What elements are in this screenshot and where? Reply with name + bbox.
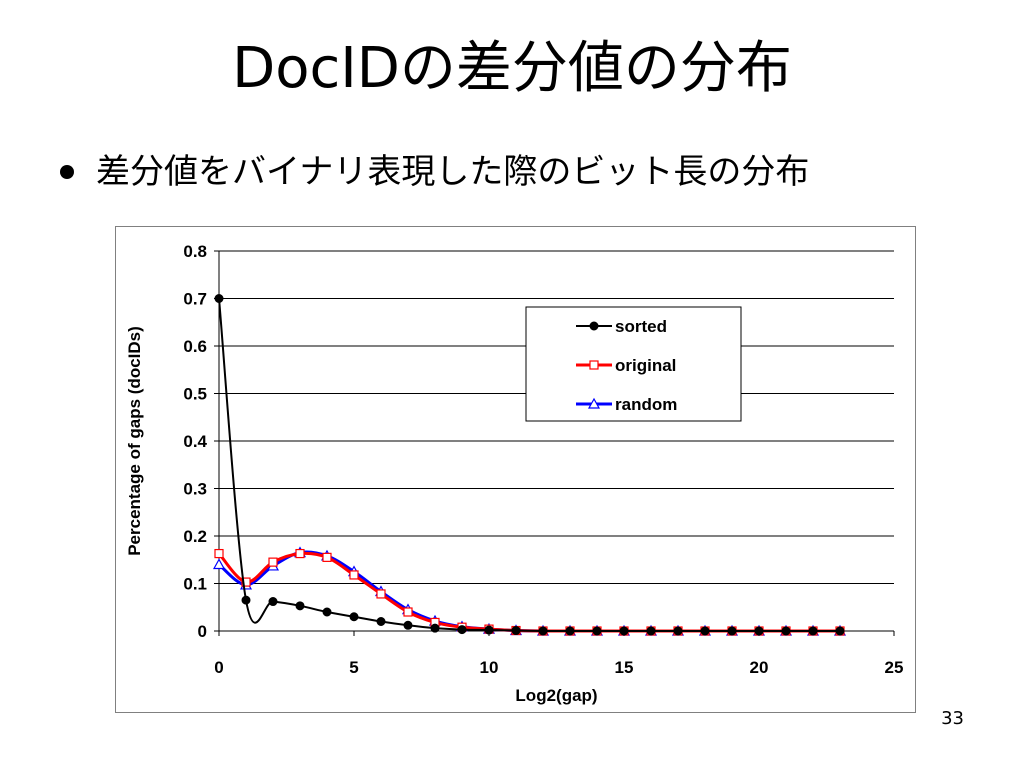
data-point-original (403, 607, 413, 617)
data-point-sorted (403, 620, 413, 630)
legend-label-original: original (615, 356, 676, 375)
y-tick-label: 0.5 (183, 385, 207, 404)
x-tick-label: 20 (750, 658, 769, 677)
data-point-sorted (484, 625, 494, 635)
y-tick-labels: 0 0.1 0.2 0.3 0.4 0.5 0.6 0.7 0.8 (183, 242, 207, 641)
legend-marker-sorted (589, 321, 599, 331)
y-tick-label: 0.7 (183, 290, 207, 309)
series-line-original (217, 551, 840, 633)
y-tick-label: 0.8 (183, 242, 207, 261)
legend: sorted original random (525, 306, 742, 422)
data-point-sorted (538, 626, 548, 636)
data-point-original (349, 570, 359, 580)
data-point-sorted (754, 626, 764, 636)
data-point-sorted (592, 626, 602, 636)
x-tick-label: 10 (480, 658, 499, 677)
data-point-sorted (214, 294, 224, 303)
data-point-sorted (619, 626, 629, 636)
data-point-sorted (322, 607, 332, 617)
data-point-original (241, 577, 251, 587)
data-point-sorted (835, 626, 845, 636)
legend-box (525, 306, 742, 422)
data-point-original (322, 552, 332, 562)
bullet-item: 差分値をバイナリ表現した際のビット長の分布 (60, 152, 809, 193)
y-tick-label: 0 (198, 622, 207, 641)
data-point-original (376, 589, 386, 599)
data-point-sorted (673, 626, 683, 636)
legend-label-random: random (615, 395, 677, 414)
y-tick-label: 0.6 (183, 337, 207, 356)
x-tick-label: 25 (885, 658, 904, 677)
data-point-sorted (646, 626, 656, 636)
series-line-random (218, 550, 840, 633)
data-point-sorted (727, 626, 737, 636)
x-tick-label: 15 (615, 658, 634, 677)
data-point-sorted (700, 626, 710, 636)
x-tick-label: 0 (214, 658, 223, 677)
x-axis-title: Log2(gap) (515, 686, 597, 705)
bullet-text: 差分値をバイナリ表現した際のビット長の分布 (96, 152, 810, 192)
x-tick-labels: 0 5 10 15 20 25 (214, 658, 903, 677)
data-point-sorted (781, 626, 791, 636)
series-original (214, 548, 845, 636)
chart-frame: 0 0.1 0.2 0.3 0.4 0.5 0.6 0.7 0.8 0 5 10 15 20 25 Log… (115, 226, 916, 713)
slide-title: DocIDの差分値の分布 (232, 36, 792, 101)
y-tick-label: 0.2 (183, 527, 207, 546)
series-random (212, 546, 847, 636)
data-point-sorted (268, 597, 278, 607)
data-point-sorted (511, 626, 521, 636)
y-tick-label: 0.3 (183, 480, 207, 499)
data-point-sorted (565, 626, 575, 636)
series-sorted (214, 294, 845, 636)
page-number: 33 (941, 708, 964, 729)
data-point-sorted (349, 612, 359, 622)
data-point-sorted (430, 623, 440, 633)
data-point-original (268, 557, 278, 567)
data-point-sorted (457, 625, 467, 635)
data-point-sorted (808, 626, 818, 636)
legend-item-random: random (576, 395, 677, 414)
y-tick-label: 0.4 (183, 432, 207, 451)
y-tick-label: 0.1 (183, 575, 207, 594)
legend-marker-random (587, 397, 601, 409)
data-point-random (212, 558, 226, 570)
legend-item-sorted: sorted (576, 317, 667, 336)
data-point-sorted (295, 601, 305, 611)
data-point-sorted (241, 595, 251, 605)
data-point-sorted (376, 617, 386, 626)
legend-item-original: original (576, 356, 676, 375)
series-layer (212, 294, 847, 636)
data-point-original (214, 548, 224, 559)
data-point-original (295, 548, 305, 559)
y-axis-title: Percentage of gaps (docIDs) (125, 326, 144, 556)
bullet-dot (60, 165, 74, 180)
legend-label-sorted: sorted (615, 317, 667, 336)
legend-marker-original (589, 360, 599, 370)
chart-svg: 0 0.1 0.2 0.3 0.4 0.5 0.6 0.7 0.8 0 5 10 15 20 25 Log… (125, 242, 903, 705)
x-tick-label: 5 (349, 658, 358, 677)
